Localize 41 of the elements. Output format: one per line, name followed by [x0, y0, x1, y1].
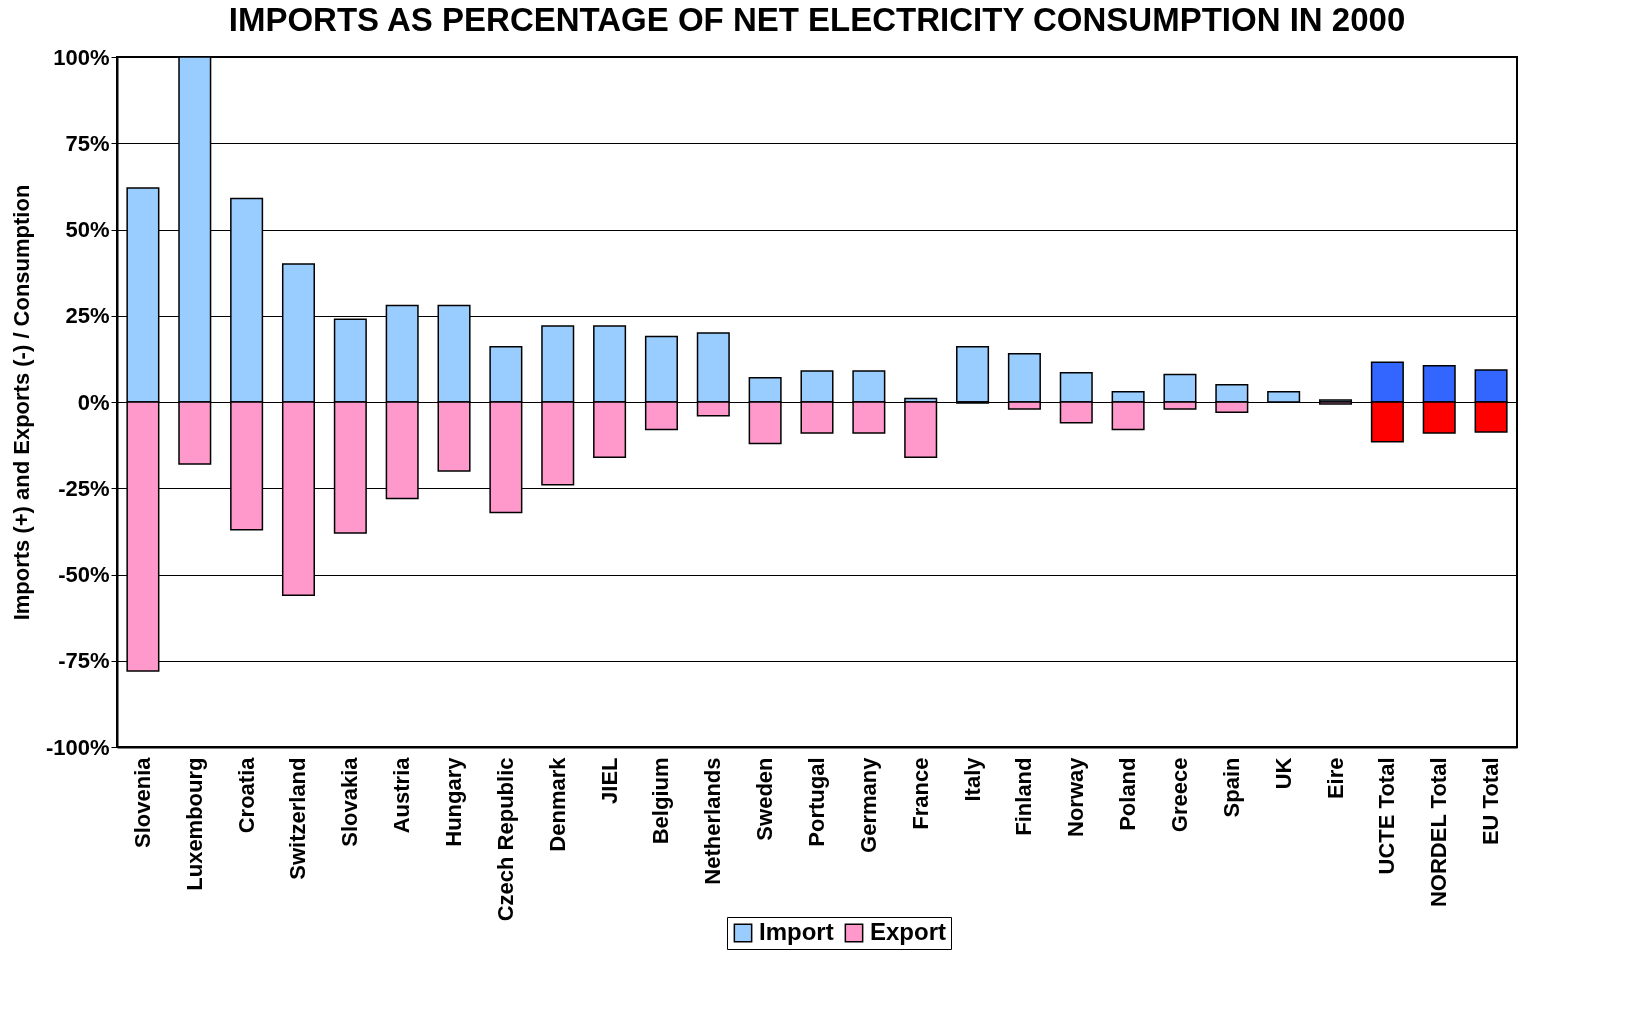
x-tick-label: EU Total — [1478, 757, 1504, 846]
x-tick-label: Eire — [1322, 757, 1348, 800]
chart-title: IMPORTS AS PERCENTAGE OF NET ELECTRICITY CONSUMPTION IN 2000 — [228, 1, 1406, 38]
y-tick-label: -100% — [45, 734, 110, 760]
x-tick-label: Italy — [959, 756, 985, 802]
x-tick-label: UK — [1270, 757, 1296, 790]
x-tick-label: Germany — [855, 756, 881, 853]
x-tick-label: Switzerland — [285, 757, 311, 880]
x-tick-label: NORDEL Total — [1426, 757, 1452, 908]
y-tick-label: 75% — [65, 130, 110, 156]
x-tick-label: Austria — [389, 756, 415, 834]
y-tick-label: -50% — [58, 562, 110, 587]
x-tick-label: JIEL — [596, 757, 622, 804]
x-tick-label: Spain — [1218, 757, 1244, 818]
y-tick-label: 50% — [65, 217, 110, 242]
x-tick-label: Sweden — [752, 757, 778, 841]
y-tick-label: 0% — [77, 389, 110, 415]
x-tick-label: Norway — [1063, 756, 1089, 837]
y-axis-title: Imports (+) and Exports (-) / Consumption — [8, 184, 34, 621]
x-tick-label: Croatia — [233, 756, 259, 834]
y-tick-label: -25% — [58, 475, 110, 501]
x-tick-label: Hungary — [441, 756, 467, 847]
y-tick-label: 25% — [65, 303, 110, 329]
x-tick-label: Finland — [1011, 757, 1037, 836]
x-tick-label: UCTE Total — [1374, 757, 1400, 875]
x-tick-label: France — [907, 757, 933, 830]
legend-label: Export — [870, 918, 947, 945]
bar — [956, 346, 990, 403]
y-tick-label: 100% — [53, 44, 110, 70]
x-tick-label: Poland — [1115, 757, 1141, 831]
legend-label: Import — [759, 918, 834, 945]
x-tick-label: Czech Republic — [492, 757, 518, 922]
x-tick-label: Portugal — [804, 757, 829, 847]
x-tick-label: Netherlands — [700, 757, 726, 885]
y-tick-label: -75% — [58, 648, 110, 674]
x-tick-label: Slovenia — [129, 756, 155, 848]
x-tick-label: Slovakia — [337, 756, 363, 847]
x-tick-label: Denmark — [544, 756, 570, 852]
x-tick-label: Luxembourg — [181, 757, 207, 891]
x-tick-label: Belgium — [648, 757, 674, 845]
x-tick-label: Greece — [1166, 757, 1192, 833]
